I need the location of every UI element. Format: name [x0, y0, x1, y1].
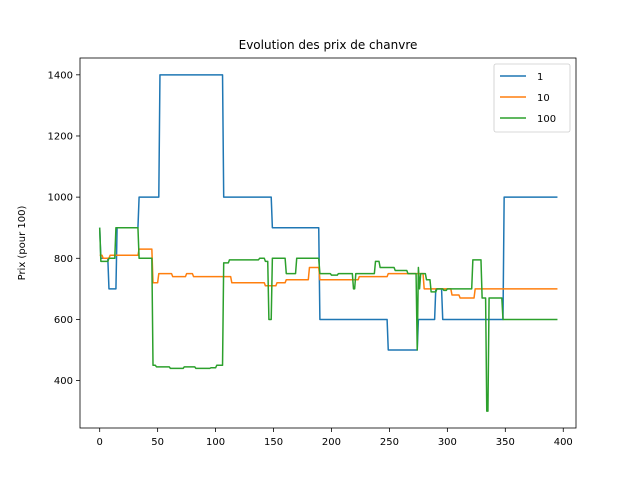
x-tick-label: 200	[322, 437, 341, 448]
plot-frame	[79, 57, 577, 429]
x-tick-label: 300	[438, 437, 457, 448]
series-line-100	[98, 226, 558, 412]
y-tick-label: 1400	[48, 70, 73, 81]
x-tick-label: 400	[554, 437, 573, 448]
x-axis: 0 50 100 150 200 250 300 350 400	[97, 428, 573, 448]
y-tick-label: 1200	[48, 131, 73, 142]
y-tick-label: 800	[54, 254, 73, 265]
plot-area	[98, 74, 558, 412]
y-tick-label: 400	[54, 376, 73, 387]
x-tick-label: 250	[380, 437, 399, 448]
y-axis: 400 600 800 1000 1200 1400	[48, 70, 80, 387]
x-tick-label: 100	[206, 437, 225, 448]
y-tick-label: 600	[54, 315, 73, 326]
legend-label-1: 1	[537, 72, 543, 83]
chart-title: Evolution des prix de chanvre	[239, 38, 418, 52]
legend: 1 10 100	[493, 63, 571, 133]
y-axis-label: Prix (pour 100)	[17, 205, 28, 280]
series-line-10	[99, 248, 558, 299]
legend-box	[493, 63, 571, 133]
legend-label-100: 100	[537, 114, 556, 125]
legend-label-10: 10	[537, 93, 550, 104]
x-tick-label: 350	[496, 437, 515, 448]
x-tick-label: 0	[97, 437, 103, 448]
x-tick-label: 50	[151, 437, 164, 448]
y-tick-label: 1000	[48, 193, 73, 204]
x-tick-label: 150	[264, 437, 283, 448]
